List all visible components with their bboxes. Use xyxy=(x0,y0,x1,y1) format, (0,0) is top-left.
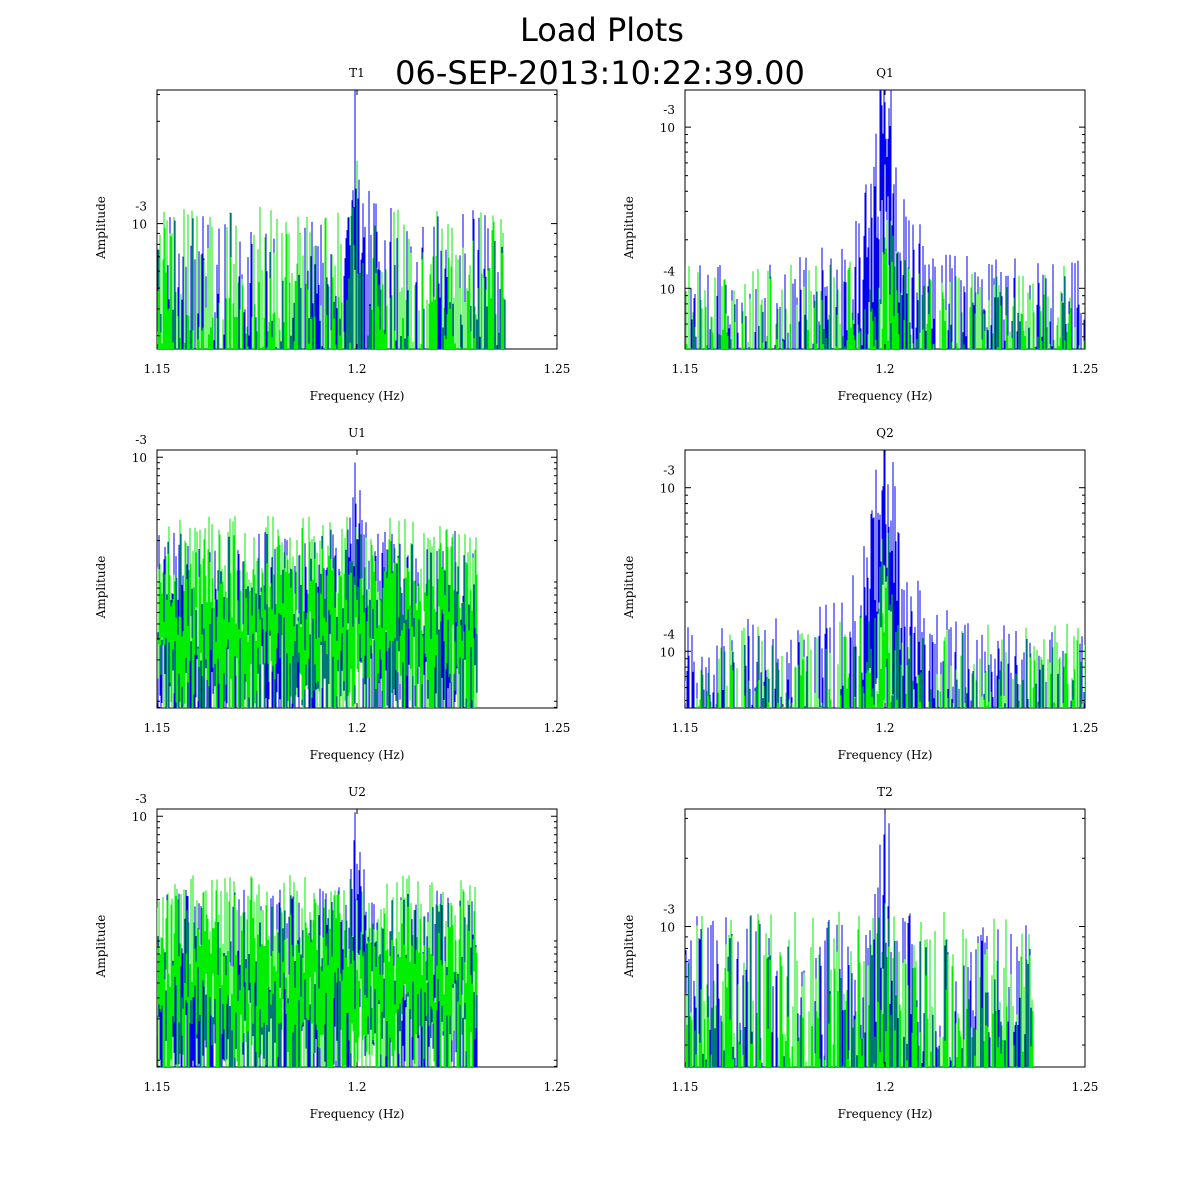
x-tick-label: 1.15 xyxy=(144,362,171,376)
chart-title: U1 xyxy=(348,426,366,440)
figure-timestamp: 06-SEP-2013:10:22:39.00 xyxy=(395,54,805,92)
x-axis-label: Frequency (Hz) xyxy=(310,389,405,403)
y-tick-label-base: 10 xyxy=(660,482,675,496)
y-tick-label-exponent: -3 xyxy=(135,200,147,214)
x-axis-label: Frequency (Hz) xyxy=(310,1107,405,1121)
y-tick-label-exponent: -4 xyxy=(663,627,675,641)
chart-title: Q1 xyxy=(876,66,893,80)
y-axis-label: Amplitude xyxy=(622,196,636,260)
y-axis-label: Amplitude xyxy=(94,196,108,260)
y-tick-label-base: 10 xyxy=(660,921,675,935)
x-tick-label: 1.15 xyxy=(672,1080,699,1094)
y-tick-label-exponent: -3 xyxy=(663,464,675,478)
y-axis-label: Amplitude xyxy=(622,556,636,620)
x-tick-label: 1.25 xyxy=(544,362,571,376)
x-tick-label: 1.15 xyxy=(672,362,699,376)
chart-panel-u1: 1.15 1.2 1.25 10 -3 U1 Frequency (Hz) Amplitude xyxy=(94,426,570,762)
series-line-green xyxy=(685,903,1034,1067)
y-tick-label-exponent: -3 xyxy=(663,903,675,917)
y-tick-label-base: 10 xyxy=(132,451,147,465)
x-tick-label: 1.15 xyxy=(144,721,171,735)
y-axis-label: Amplitude xyxy=(94,556,108,620)
y-tick-label-exponent: -3 xyxy=(135,792,147,806)
x-axis-label: Frequency (Hz) xyxy=(838,1107,933,1121)
y-axis-label: Amplitude xyxy=(622,915,636,979)
series-line-green xyxy=(157,875,478,1067)
figure-title: Load Plots xyxy=(520,11,684,49)
x-tick-label: 1.25 xyxy=(1072,362,1099,376)
x-tick-label: 1.25 xyxy=(544,1080,571,1094)
y-tick-label-exponent: -3 xyxy=(663,103,675,117)
x-tick-label: 1.2 xyxy=(347,721,366,735)
chart-title: U2 xyxy=(348,785,366,799)
x-axis-label: Frequency (Hz) xyxy=(838,748,933,762)
chart-panel-q1: 1.15 1.2 1.25 10 -4 10 -3 Q1 Frequency (Hz) Ampli… xyxy=(622,66,1098,403)
x-tick-label: 1.2 xyxy=(347,1080,366,1094)
x-tick-label: 1.15 xyxy=(144,1080,171,1094)
y-tick-label-base: 10 xyxy=(660,282,675,296)
chart-panel-t2: 1.15 1.2 1.25 10 -3 T2 Frequency (Hz) Amplitude xyxy=(622,785,1098,1121)
series-line-green xyxy=(157,160,505,349)
x-tick-label: 1.2 xyxy=(875,362,894,376)
x-tick-label: 1.2 xyxy=(875,1080,894,1094)
chart-panel-u2: 1.15 1.2 1.25 10 -3 U2 Frequency (Hz) Amplitude xyxy=(94,785,570,1121)
x-tick-label: 1.15 xyxy=(672,721,699,735)
series-line-green xyxy=(685,533,1085,708)
x-axis-label: Frequency (Hz) xyxy=(310,748,405,762)
chart-title: T1 xyxy=(349,66,365,80)
x-tick-label: 1.25 xyxy=(544,721,571,735)
y-tick-label-base: 10 xyxy=(660,645,675,659)
x-tick-label: 1.2 xyxy=(347,362,366,376)
y-tick-label-base: 10 xyxy=(132,810,147,824)
x-tick-label: 1.25 xyxy=(1072,1080,1099,1094)
chart-title: Q2 xyxy=(876,426,893,440)
y-tick-label-base: 10 xyxy=(660,121,675,135)
chart-title: T2 xyxy=(877,785,893,799)
x-axis-label: Frequency (Hz) xyxy=(838,389,933,403)
y-tick-label-exponent: -3 xyxy=(135,433,147,447)
series-line-green xyxy=(157,516,478,708)
x-tick-label: 1.25 xyxy=(1072,721,1099,735)
y-tick-label-exponent: -4 xyxy=(663,264,675,278)
chart-panel-q2: 1.15 1.2 1.25 10 -4 10 -3 Q2 Frequency (Hz) Ampli… xyxy=(622,426,1098,762)
series-line-green xyxy=(685,220,1085,349)
y-tick-label-base: 10 xyxy=(132,218,147,232)
x-tick-label: 1.2 xyxy=(875,721,894,735)
chart-panels: 1.15 1.2 1.25 10 -3 T1 Frequency (Hz) Amplitude… xyxy=(94,66,1098,1121)
chart-panel-t1: 1.15 1.2 1.25 10 -3 T1 Frequency (Hz) Amplitude xyxy=(94,66,570,403)
y-axis-label: Amplitude xyxy=(94,915,108,979)
